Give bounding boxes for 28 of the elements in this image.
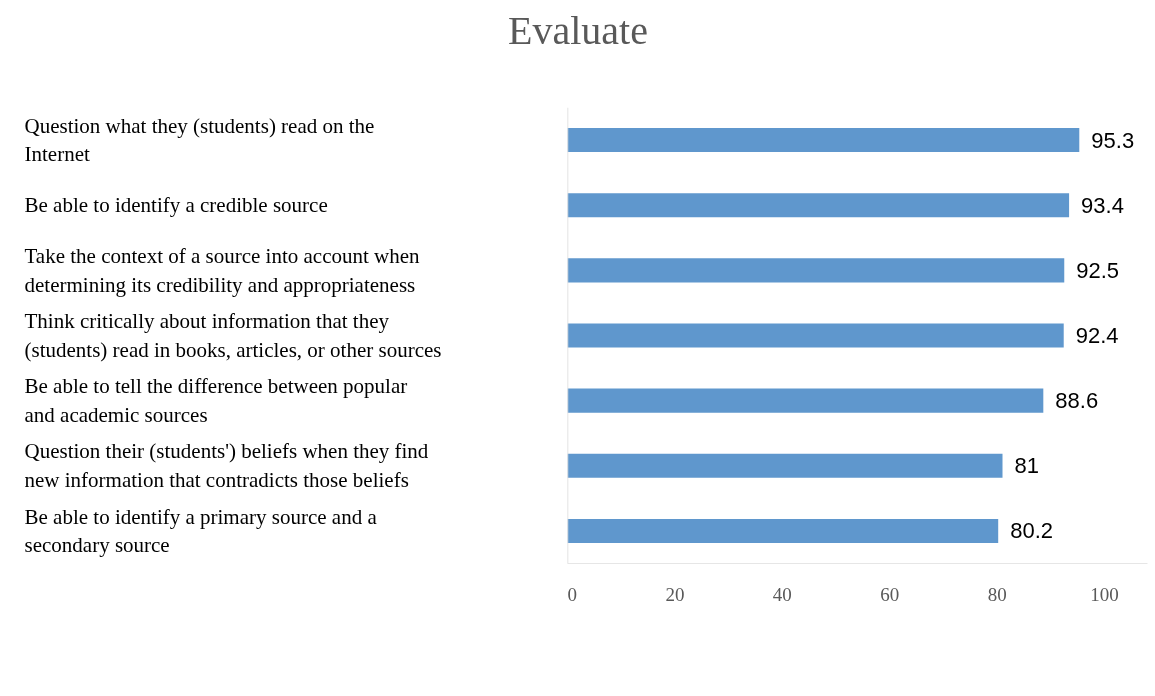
data-label: 93.4 — [1081, 192, 1124, 218]
y-tick-label: Be able to tell the difference between popular and academic sources — [24, 374, 408, 428]
y-tick-label: Take the context of a source into account when determining its credibility and appropriateness — [24, 243, 421, 297]
y-tick-label: Think critically about information that they (students) read in books, articles, or other sources — [24, 309, 442, 362]
y-tick-label: Be able to identify a primary source and a secondary source — [24, 504, 378, 558]
data-label: 81 — [1014, 453, 1039, 479]
y-tick-label: Be able to identify a credible source — [24, 193, 328, 218]
y-tick-label: Question their (students') beliefs when they find new information that contradicts those beliefs — [24, 439, 429, 493]
bar — [567, 518, 999, 543]
x-tick-label: 20 — [665, 583, 685, 605]
data-label: 92.4 — [1075, 323, 1119, 348]
bar — [567, 193, 1070, 218]
chart-title: Evaluate — [508, 7, 648, 53]
x-tick-label: 100 — [1090, 583, 1119, 605]
data-label: 95.3 — [1091, 127, 1135, 153]
data-label: 80.2 — [1010, 518, 1054, 544]
y-tick-label: Question what they (students) read on the Internet — [24, 113, 375, 167]
bar — [567, 128, 1080, 153]
bar — [567, 323, 1064, 348]
bar — [567, 258, 1065, 283]
data-label: 88.6 — [1055, 388, 1099, 414]
x-tick-label: 80 — [987, 583, 1007, 605]
x-tick-label: 0 — [567, 583, 577, 605]
bar — [567, 453, 1003, 478]
bar — [567, 388, 1044, 413]
x-tick-label: 40 — [772, 583, 792, 605]
data-label: 92.5 — [1076, 257, 1120, 283]
x-tick-label: 60 — [880, 583, 900, 605]
